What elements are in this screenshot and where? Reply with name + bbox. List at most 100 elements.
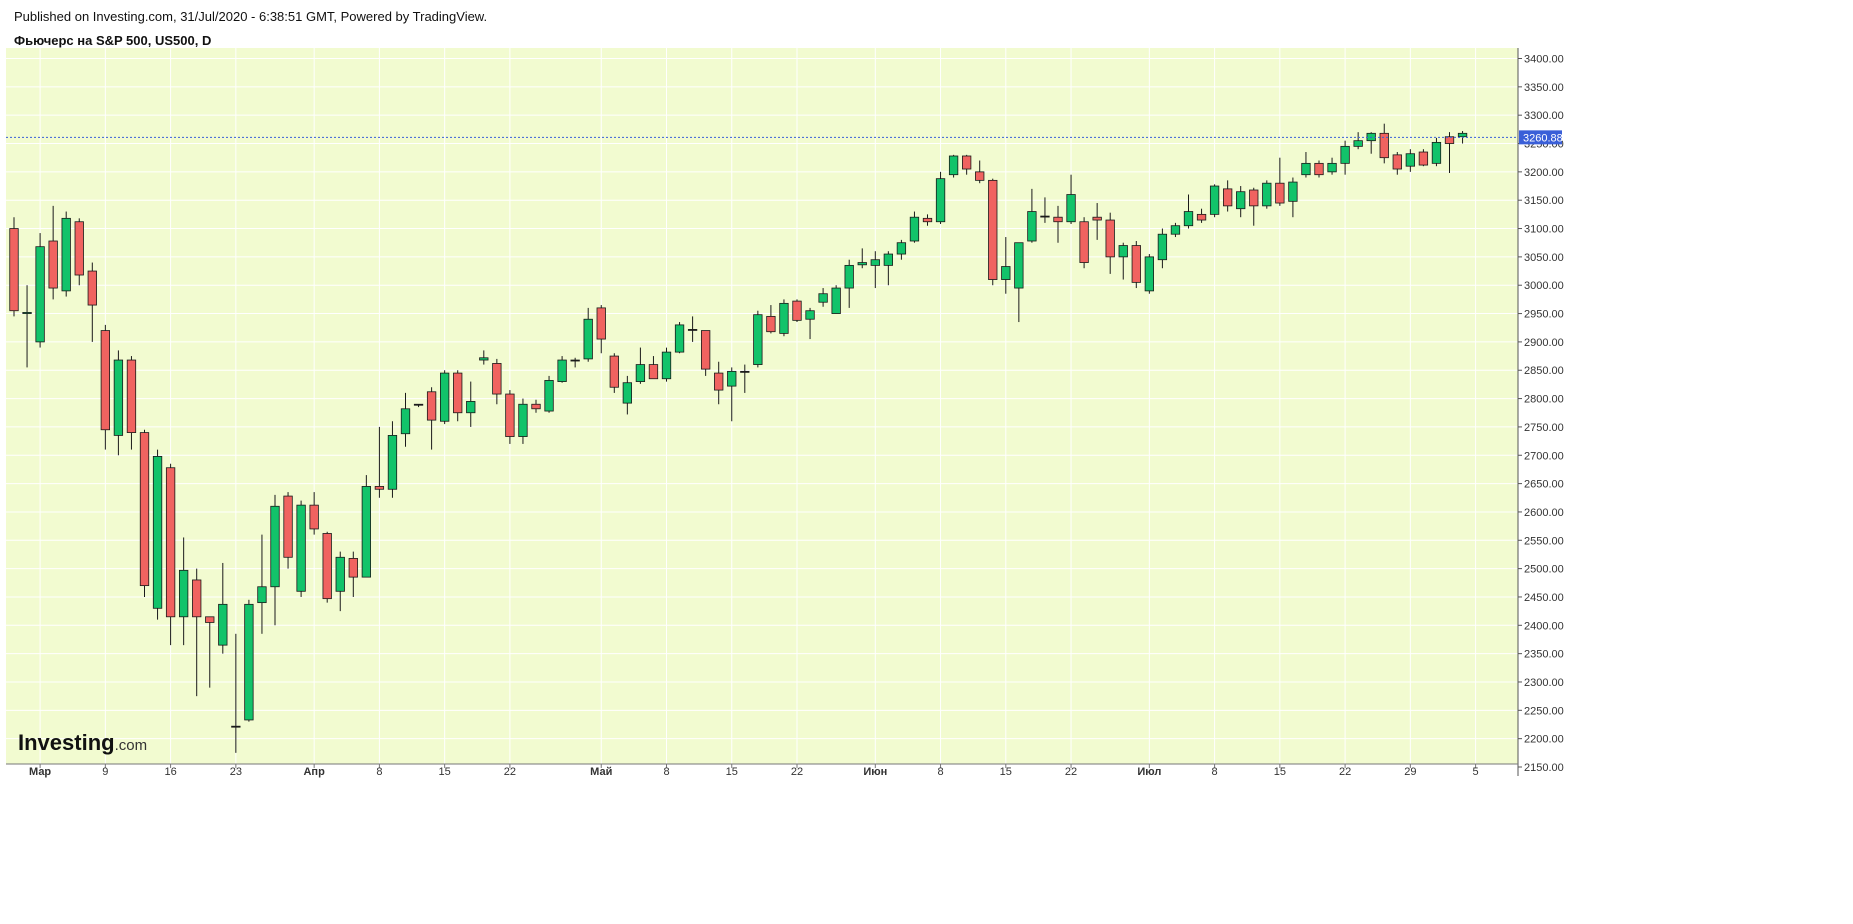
x-tick-label: Июн xyxy=(863,766,887,778)
candle xyxy=(831,285,841,314)
candle xyxy=(975,160,985,184)
candle-body xyxy=(844,264,854,289)
candle xyxy=(674,322,685,354)
candle-body xyxy=(1418,151,1429,166)
candle-body xyxy=(439,372,450,422)
y-tick-label: 2700.00 xyxy=(1524,450,1564,462)
candle-body xyxy=(1053,216,1063,223)
y-tick-label: 2350.00 xyxy=(1524,649,1564,661)
x-tick-label: 23 xyxy=(230,766,242,778)
y-tick-label: 2850.00 xyxy=(1524,365,1564,377)
candle xyxy=(857,248,867,269)
candle xyxy=(283,492,293,569)
candle xyxy=(466,381,476,427)
candle-body xyxy=(1079,221,1089,263)
candle xyxy=(1340,140,1350,175)
candle xyxy=(505,390,515,444)
candle-body xyxy=(701,330,711,370)
candle-body xyxy=(948,155,959,176)
candle-body xyxy=(1314,162,1324,176)
x-tick-label: 16 xyxy=(164,766,176,778)
candle-body xyxy=(257,586,267,604)
candle xyxy=(87,262,97,342)
x-tick-label: 8 xyxy=(937,766,943,778)
candle-body xyxy=(192,579,202,618)
candle-body xyxy=(531,403,541,410)
candle-body xyxy=(635,364,646,382)
candle xyxy=(701,330,711,376)
candle-body xyxy=(178,569,189,618)
candle-body xyxy=(335,556,345,592)
candle-body xyxy=(100,330,110,431)
candle xyxy=(387,421,398,498)
candle xyxy=(1157,228,1168,269)
candle-body xyxy=(622,382,632,404)
x-tick-label: 22 xyxy=(791,766,803,778)
candle xyxy=(1105,212,1115,274)
candle-body xyxy=(348,558,358,578)
candle xyxy=(1001,237,1011,294)
candle-body xyxy=(609,355,619,388)
x-tick-label: 8 xyxy=(1212,766,1218,778)
candle xyxy=(779,299,789,337)
candle xyxy=(1053,205,1063,243)
candle xyxy=(531,399,541,413)
candle-body xyxy=(361,486,372,578)
candle-body xyxy=(270,505,280,588)
candle xyxy=(113,350,124,456)
candle-body xyxy=(244,603,254,721)
candle-body xyxy=(1105,219,1115,258)
plot-background xyxy=(6,48,1518,764)
x-tick-label: 15 xyxy=(439,766,451,778)
candle xyxy=(35,233,45,348)
candle xyxy=(139,429,150,597)
candle xyxy=(1314,160,1324,178)
candle xyxy=(1040,197,1050,223)
candle xyxy=(374,426,385,498)
candle-body xyxy=(1092,216,1102,221)
candle-body xyxy=(1405,153,1415,167)
candle-body xyxy=(962,155,972,170)
candle-body xyxy=(492,363,502,395)
candle-body xyxy=(413,403,424,406)
current-price-label: 3260.88 xyxy=(1523,132,1563,144)
price-axis: 2150.00 2200.00 2250.00 2300.00 2350.00 2400.… xyxy=(1518,54,1564,774)
candle xyxy=(61,211,71,297)
y-tick-label: 2900.00 xyxy=(1524,337,1564,349)
candle-body xyxy=(1392,154,1402,170)
candle-body xyxy=(1209,185,1220,215)
x-tick-label: Июл xyxy=(1137,766,1161,778)
candle xyxy=(1118,242,1128,280)
y-tick-label: 3400.00 xyxy=(1524,54,1564,66)
candle-body xyxy=(48,240,58,289)
candle-body xyxy=(1444,136,1455,144)
candle-body xyxy=(479,357,489,361)
candle-body xyxy=(557,359,567,382)
candle-body xyxy=(740,370,750,373)
candle-body xyxy=(1196,213,1207,221)
candle-body xyxy=(596,307,606,340)
candle-body xyxy=(831,287,841,314)
candle-body xyxy=(1249,189,1259,207)
candle-body xyxy=(1066,194,1076,223)
candle xyxy=(1079,217,1089,269)
candle xyxy=(648,356,659,380)
candle-body xyxy=(296,504,306,592)
candle xyxy=(766,305,776,334)
y-tick-label: 2400.00 xyxy=(1524,620,1564,632)
y-tick-label: 2600.00 xyxy=(1524,507,1564,519)
candle xyxy=(1301,152,1311,178)
candle xyxy=(518,398,528,444)
candle-body xyxy=(1353,140,1363,147)
candle xyxy=(322,531,332,603)
candle xyxy=(244,599,254,722)
candle-body xyxy=(1379,132,1389,159)
candle xyxy=(426,387,437,450)
candle xyxy=(270,494,280,626)
candle-body xyxy=(779,302,789,334)
candle-body xyxy=(1236,191,1246,210)
y-tick-label: 3000.00 xyxy=(1524,280,1564,292)
candle-body xyxy=(152,455,163,609)
candle-body xyxy=(1014,242,1024,289)
